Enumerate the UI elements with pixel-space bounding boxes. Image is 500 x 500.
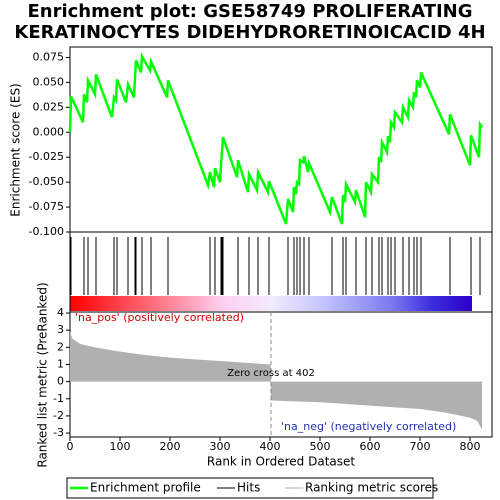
y-tick-label: -0.100 [29, 225, 64, 238]
y-tick-label: 0 [57, 375, 64, 388]
y-tick-label: -2 [53, 409, 64, 422]
legend-box [66, 477, 434, 499]
y-tick-label: -3 [53, 426, 64, 439]
y-tick-label: 0.025 [33, 100, 65, 113]
y-tick-label: 0.000 [33, 125, 65, 138]
y-axis-label: Ranked list metric (PreRanked) [36, 282, 50, 467]
x-tick-label: 800 [460, 440, 481, 453]
y-tick-label: -0.025 [29, 150, 64, 163]
metric-area [70, 331, 482, 430]
legend-entry: Enrichment profile [90, 481, 201, 495]
x-axis-label: Rank in Ordered Dataset [207, 455, 355, 469]
x-tick-label: 500 [310, 440, 331, 453]
chart-title: Enrichment plot: GSE58749 PROLIFERATING [27, 1, 472, 22]
x-tick-label: 700 [410, 440, 431, 453]
legend-entry: Ranking metric scores [305, 481, 438, 495]
y-tick-label: 4 [57, 306, 64, 319]
x-tick-label: 400 [260, 440, 281, 453]
pos-label: 'na_pos' (positively correlated) [75, 311, 244, 324]
y-tick-label: 3 [57, 323, 64, 336]
panel-frame [69, 46, 493, 233]
legend-entry: Hits [237, 481, 260, 495]
neg-label: 'na_neg' (negatively correlated) [281, 420, 456, 433]
y-tick-label: -0.050 [29, 175, 64, 188]
x-tick-label: 600 [360, 440, 381, 453]
x-tick-label: 200 [160, 440, 181, 453]
chart-title: KERATINOCYTES DIDEHYDRORETINOICACID 4H [14, 22, 485, 43]
y-tick-label: -1 [53, 392, 64, 405]
color-bar [70, 296, 472, 311]
y-tick-label: -0.075 [29, 200, 64, 213]
x-tick-label: 0 [67, 440, 74, 453]
y-tick-label: 1 [57, 357, 64, 370]
zero-cross-label: Zero cross at 402 [227, 368, 315, 379]
y-tick-label: 0.075 [33, 50, 65, 63]
es-curve [68, 52, 484, 225]
y-tick-label: 2 [57, 340, 64, 353]
x-tick-label: 100 [110, 440, 131, 453]
x-tick-label: 300 [210, 440, 231, 453]
y-axis-label: Enrichment score (ES) [9, 83, 23, 216]
y-tick-label: 0.050 [33, 75, 65, 88]
